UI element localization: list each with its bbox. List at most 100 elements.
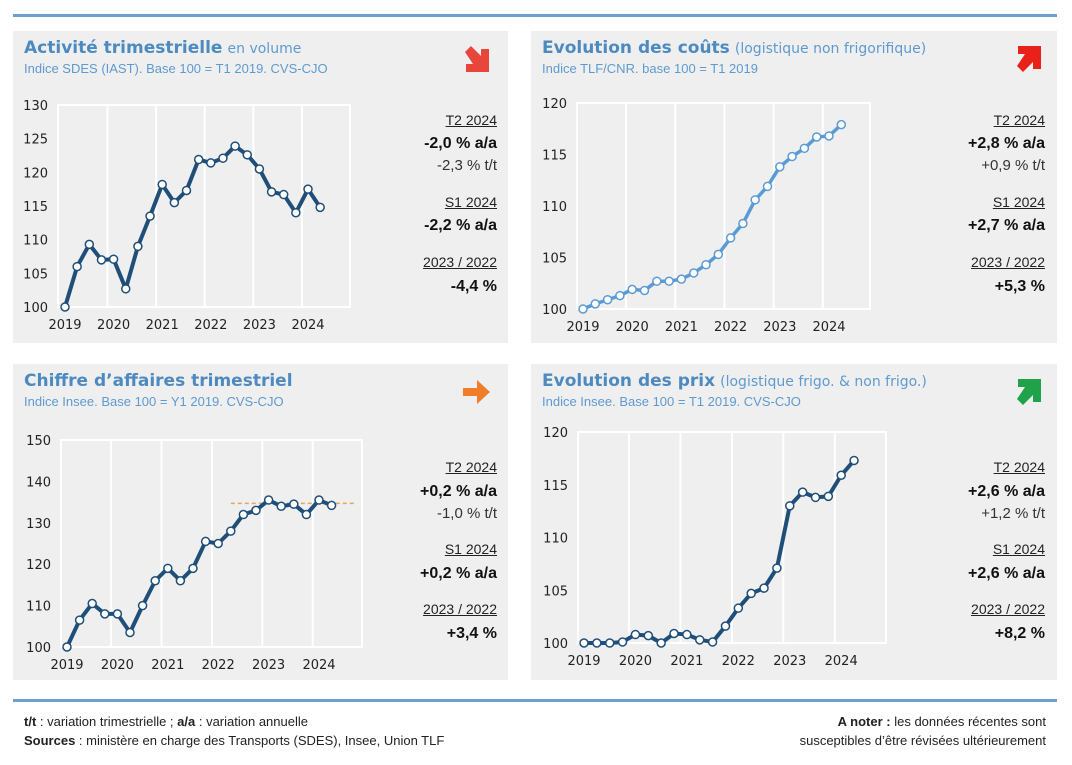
x-tick-label: 2022 <box>194 318 227 333</box>
x-tick-label: 2023 <box>763 320 796 335</box>
x-tick-label: 2021 <box>670 654 703 669</box>
period-annual: 2023 / 2022 <box>423 254 497 270</box>
footer-note-2: susceptibles d’être révisées ultérieurem… <box>799 733 1046 748</box>
data-point <box>251 505 261 516</box>
data-point <box>62 642 72 652</box>
period-quarter: T2 2024 <box>993 112 1045 128</box>
y-tick-label: 115 <box>23 200 48 215</box>
x-tick-label: 2020 <box>101 658 134 673</box>
data-point <box>738 218 748 229</box>
series-line <box>582 123 843 311</box>
data-point <box>291 207 301 218</box>
yoy-quarter: +2,6 % a/a <box>968 483 1045 500</box>
data-point <box>590 299 601 309</box>
top-divider <box>13 14 1057 17</box>
data-point <box>188 563 198 574</box>
qoq-quarter: +1,2 % t/t <box>981 505 1045 522</box>
data-point <box>200 536 211 547</box>
x-tick-label: 2019 <box>50 658 83 673</box>
data-point <box>72 261 82 272</box>
data-point <box>266 187 277 197</box>
y-tick-label: 115 <box>543 479 568 494</box>
y-tick-label: 105 <box>542 252 567 267</box>
data-point <box>314 495 324 505</box>
x-tick-label: 2021 <box>151 658 184 673</box>
arrow-down-right-icon <box>465 46 489 72</box>
data-point <box>785 501 795 511</box>
data-point <box>175 576 186 586</box>
y-tick-label: 130 <box>26 517 51 532</box>
x-tick-label: 2024 <box>825 654 858 669</box>
y-tick-label: 140 <box>26 475 51 490</box>
data-point <box>579 638 589 648</box>
x-tick-label: 2021 <box>665 320 698 335</box>
x-tick-label: 2019 <box>567 654 600 669</box>
yoy-quarter: -2,0 % a/a <box>424 135 497 152</box>
period-semester: S1 2024 <box>992 541 1045 557</box>
panel-activity: Activité trimestrielle en volume Indice … <box>13 31 508 343</box>
data-point <box>664 276 674 286</box>
data-point <box>226 526 236 536</box>
panel-title: Chiffre d’affaires trimestriel <box>24 371 293 391</box>
data-point <box>289 499 299 509</box>
footer-text: : variation annuelle <box>195 714 308 729</box>
y-tick-label: 120 <box>543 426 568 441</box>
y-tick-label: 100 <box>23 301 48 316</box>
data-point <box>849 455 859 466</box>
data-point <box>772 563 782 573</box>
data-point <box>125 627 135 638</box>
data-point <box>133 241 143 252</box>
period-annual: 2023 / 2022 <box>423 601 497 617</box>
y-tick-label: 100 <box>543 637 568 652</box>
arrow-up-right-icon <box>1017 46 1041 72</box>
yoy-annual: -4,4 % <box>450 278 497 295</box>
x-tick-label: 2024 <box>812 320 845 335</box>
panel-title: Evolution des coûts (logistique non frig… <box>542 38 926 58</box>
chart-2: 2019 2020 2021 2022 2023 2024 100 110 120 130 140 1… <box>26 434 363 673</box>
data-point <box>87 598 97 609</box>
qoq-quarter: +0,9 % t/t <box>981 157 1045 174</box>
data-point <box>652 276 662 286</box>
period-annual: 2023 / 2022 <box>971 601 1045 617</box>
data-point <box>150 576 160 586</box>
y-tick-label: 100 <box>26 641 51 656</box>
x-tick-label: 2023 <box>773 654 806 669</box>
footer-key-tt: t/t <box>24 714 37 729</box>
data-point <box>137 600 148 611</box>
data-point <box>301 509 312 520</box>
panel-title-main: Evolution des prix <box>542 371 716 391</box>
data-point <box>836 470 846 481</box>
data-point <box>643 630 654 641</box>
data-point <box>60 302 70 312</box>
data-point <box>733 603 744 613</box>
yoy-annual: +5,3 % <box>994 278 1045 295</box>
panel-subtitle: Indice SDES (IAST). Base 100 = T1 2019. … <box>24 61 328 76</box>
x-tick-label: 2024 <box>302 658 335 673</box>
data-point <box>121 284 131 294</box>
data-point <box>836 119 847 130</box>
data-point <box>627 284 637 295</box>
data-point <box>630 629 641 640</box>
panel-title: Activité trimestrielle en volume <box>24 38 301 58</box>
data-point <box>682 629 692 640</box>
y-tick-label: 120 <box>542 97 567 112</box>
data-point <box>759 583 769 593</box>
x-tick-label: 2020 <box>97 318 130 333</box>
arrow-right-icon <box>463 380 490 404</box>
qoq-quarter: -1,0 % t/t <box>436 505 497 522</box>
data-point <box>163 563 173 574</box>
data-point <box>602 294 613 305</box>
panel-costs: Evolution des coûts (logistique non frig… <box>531 31 1057 343</box>
panel-title-suffix: (logistique non frigorifique) <box>734 41 927 57</box>
data-point <box>181 185 192 196</box>
y-tick-label: 150 <box>26 434 51 449</box>
data-point <box>797 487 808 497</box>
period-quarter: T2 2024 <box>445 459 497 475</box>
data-point <box>604 638 615 648</box>
footer-sources: Sources : ministère en charge des Transp… <box>24 733 444 748</box>
x-tick-label: 2022 <box>722 654 755 669</box>
y-tick-label: 120 <box>26 558 51 573</box>
data-point <box>725 233 736 243</box>
period-semester: S1 2024 <box>444 194 497 210</box>
